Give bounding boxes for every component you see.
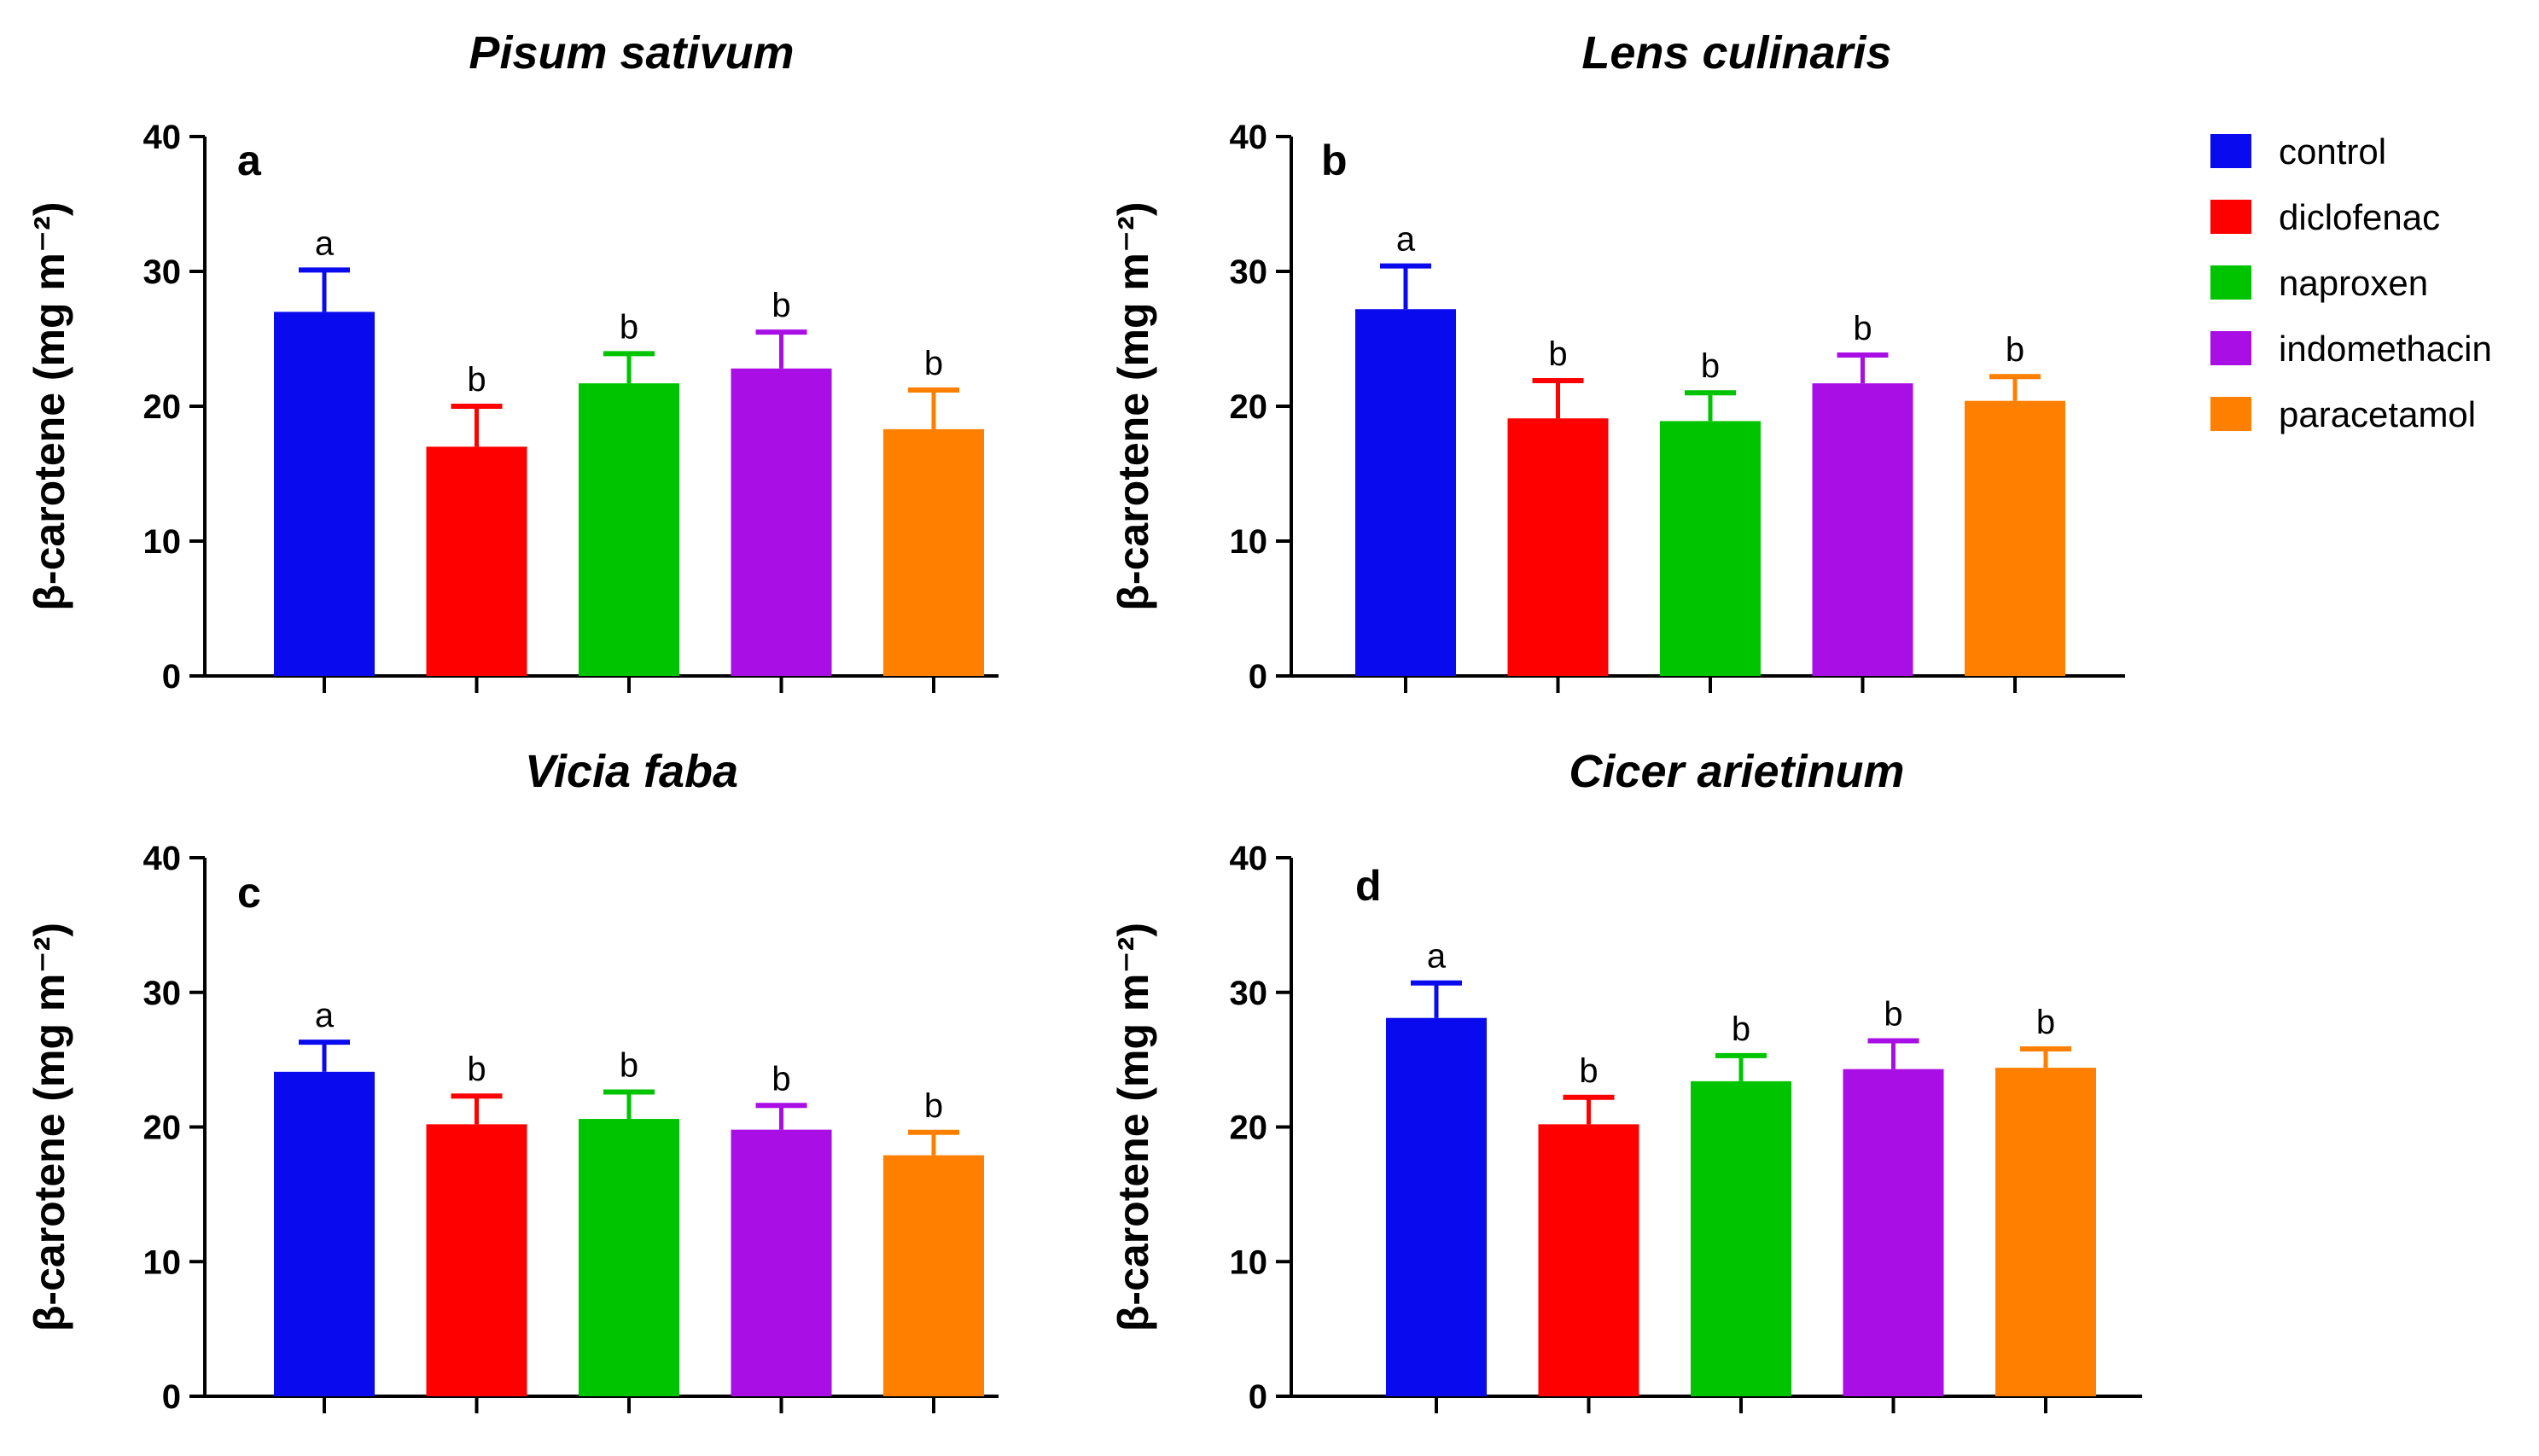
significance-label: b — [2006, 331, 2024, 369]
legend: control diclofenac naproxen indomethacin par… — [2210, 131, 2492, 434]
y-tick-label: 30 — [1230, 253, 1268, 291]
chart-title: Pisum sativum — [469, 27, 794, 79]
y-axis-label: β-carotene (mg m⁻²) — [26, 923, 73, 1331]
y-tick-label: 40 — [143, 840, 182, 877]
bar-naproxen — [579, 383, 679, 676]
significance-label: b — [1579, 1052, 1598, 1090]
significance-label: b — [467, 1051, 486, 1088]
chart-title: Cicer arietinum — [1569, 746, 1904, 797]
legend-label: paracetamol — [2279, 394, 2476, 434]
bar-control — [1355, 309, 1456, 676]
chart-title: Lens culinaris — [1581, 27, 1891, 79]
bar-naproxen — [1691, 1080, 1791, 1396]
legend-item-naproxen: naproxen — [2210, 263, 2428, 303]
chart-panel-a: Pisum sativum a β-carotene (mg m⁻²) 0 10 20 30… — [26, 27, 999, 696]
significance-label: a — [1427, 938, 1447, 976]
y-tick-label: 0 — [1249, 1378, 1267, 1416]
bar-control — [1386, 1017, 1487, 1396]
y-tick-label: 40 — [143, 119, 182, 156]
significance-label: a — [315, 997, 335, 1034]
bar-diclofenac — [1507, 418, 1609, 676]
bar-diclofenac — [426, 446, 527, 676]
y-tick-label: 10 — [143, 523, 182, 561]
significance-label: b — [2036, 1004, 2055, 1041]
panel-letter: c — [237, 869, 261, 917]
chart-panel-b: Lens culinaris b β-carotene (mg m⁻²) 0 10 20 3… — [1109, 27, 2125, 696]
bar-diclofenac — [1538, 1124, 1639, 1396]
y-tick-label: 10 — [143, 1243, 182, 1281]
legend-swatch — [2210, 200, 2251, 234]
chart-panels: Pisum sativum a β-carotene (mg m⁻²) 0 10 20 30… — [26, 27, 2142, 1416]
legend-swatch — [2210, 397, 2251, 431]
legend-label: diclofenac — [2279, 197, 2440, 237]
y-tick-label: 10 — [1230, 1243, 1268, 1281]
significance-label: b — [772, 287, 790, 324]
bar-indomethacin — [1812, 383, 1913, 676]
y-tick-label: 40 — [1230, 119, 1268, 156]
bar-control — [274, 1071, 375, 1396]
legend-label: naproxen — [2279, 263, 2428, 303]
bar-indomethacin — [731, 1129, 832, 1396]
bar-indomethacin — [731, 368, 832, 676]
significance-label: b — [1548, 335, 1567, 373]
panel-letter: d — [1355, 862, 1382, 910]
bar-naproxen — [1660, 421, 1761, 676]
legend-swatch — [2210, 134, 2251, 168]
y-tick-label: 0 — [162, 658, 181, 696]
panel-letter: a — [237, 137, 262, 184]
legend-item-indomethacin: indomethacin — [2210, 329, 2492, 369]
y-tick-label: 20 — [143, 388, 182, 426]
y-tick-label: 20 — [143, 1109, 182, 1147]
legend-item-paracetamol: paracetamol — [2210, 394, 2476, 434]
significance-label: b — [620, 1046, 638, 1084]
bar-paracetamol — [1995, 1068, 2096, 1396]
significance-label: a — [1396, 221, 1416, 259]
legend-label: indomethacin — [2279, 329, 2492, 369]
significance-label: a — [315, 224, 335, 262]
significance-label: b — [467, 361, 486, 399]
y-tick-label: 20 — [1230, 1109, 1268, 1147]
significance-label: b — [1853, 310, 1872, 347]
chart-title: Vicia faba — [525, 746, 738, 797]
y-axis-label: β-carotene (mg m⁻²) — [1109, 201, 1157, 610]
legend-item-control: control — [2210, 131, 2386, 172]
bar-indomethacin — [1843, 1069, 1944, 1396]
significance-label: b — [772, 1060, 790, 1098]
y-tick-label: 30 — [1230, 975, 1268, 1012]
y-tick-label: 0 — [162, 1378, 181, 1416]
bar-paracetamol — [883, 1155, 984, 1396]
y-tick-label: 30 — [143, 253, 182, 291]
y-tick-label: 30 — [143, 975, 182, 1012]
legend-swatch — [2210, 331, 2251, 365]
y-tick-label: 20 — [1230, 388, 1268, 426]
legend-swatch — [2210, 265, 2251, 300]
significance-label: b — [1884, 996, 1902, 1034]
y-tick-label: 0 — [1249, 658, 1267, 696]
bar-paracetamol — [1965, 400, 2065, 676]
y-axis-label: β-carotene (mg m⁻²) — [1109, 923, 1157, 1331]
y-tick-label: 40 — [1230, 840, 1268, 877]
significance-label: b — [620, 308, 638, 346]
significance-label: b — [1701, 347, 1720, 385]
legend-item-diclofenac: diclofenac — [2210, 197, 2440, 237]
bar-paracetamol — [883, 428, 984, 676]
significance-label: b — [1732, 1010, 1750, 1048]
panel-letter: b — [1321, 137, 1348, 184]
y-tick-label: 10 — [1230, 523, 1268, 561]
bar-naproxen — [579, 1119, 679, 1396]
bar-diclofenac — [426, 1124, 527, 1396]
legend-label: control — [2279, 131, 2386, 172]
significance-label: b — [924, 345, 943, 382]
y-axis-label: β-carotene (mg m⁻²) — [26, 201, 73, 610]
bar-control — [274, 312, 375, 676]
chart-panel-d: Cicer arietinum d β-carotene (mg m⁻²) 0 10 20… — [1109, 746, 2142, 1416]
chart-panel-c: Vicia faba c β-carotene (mg m⁻²) 0 10 20 30 40 a… — [26, 746, 999, 1416]
significance-label: b — [924, 1087, 943, 1125]
